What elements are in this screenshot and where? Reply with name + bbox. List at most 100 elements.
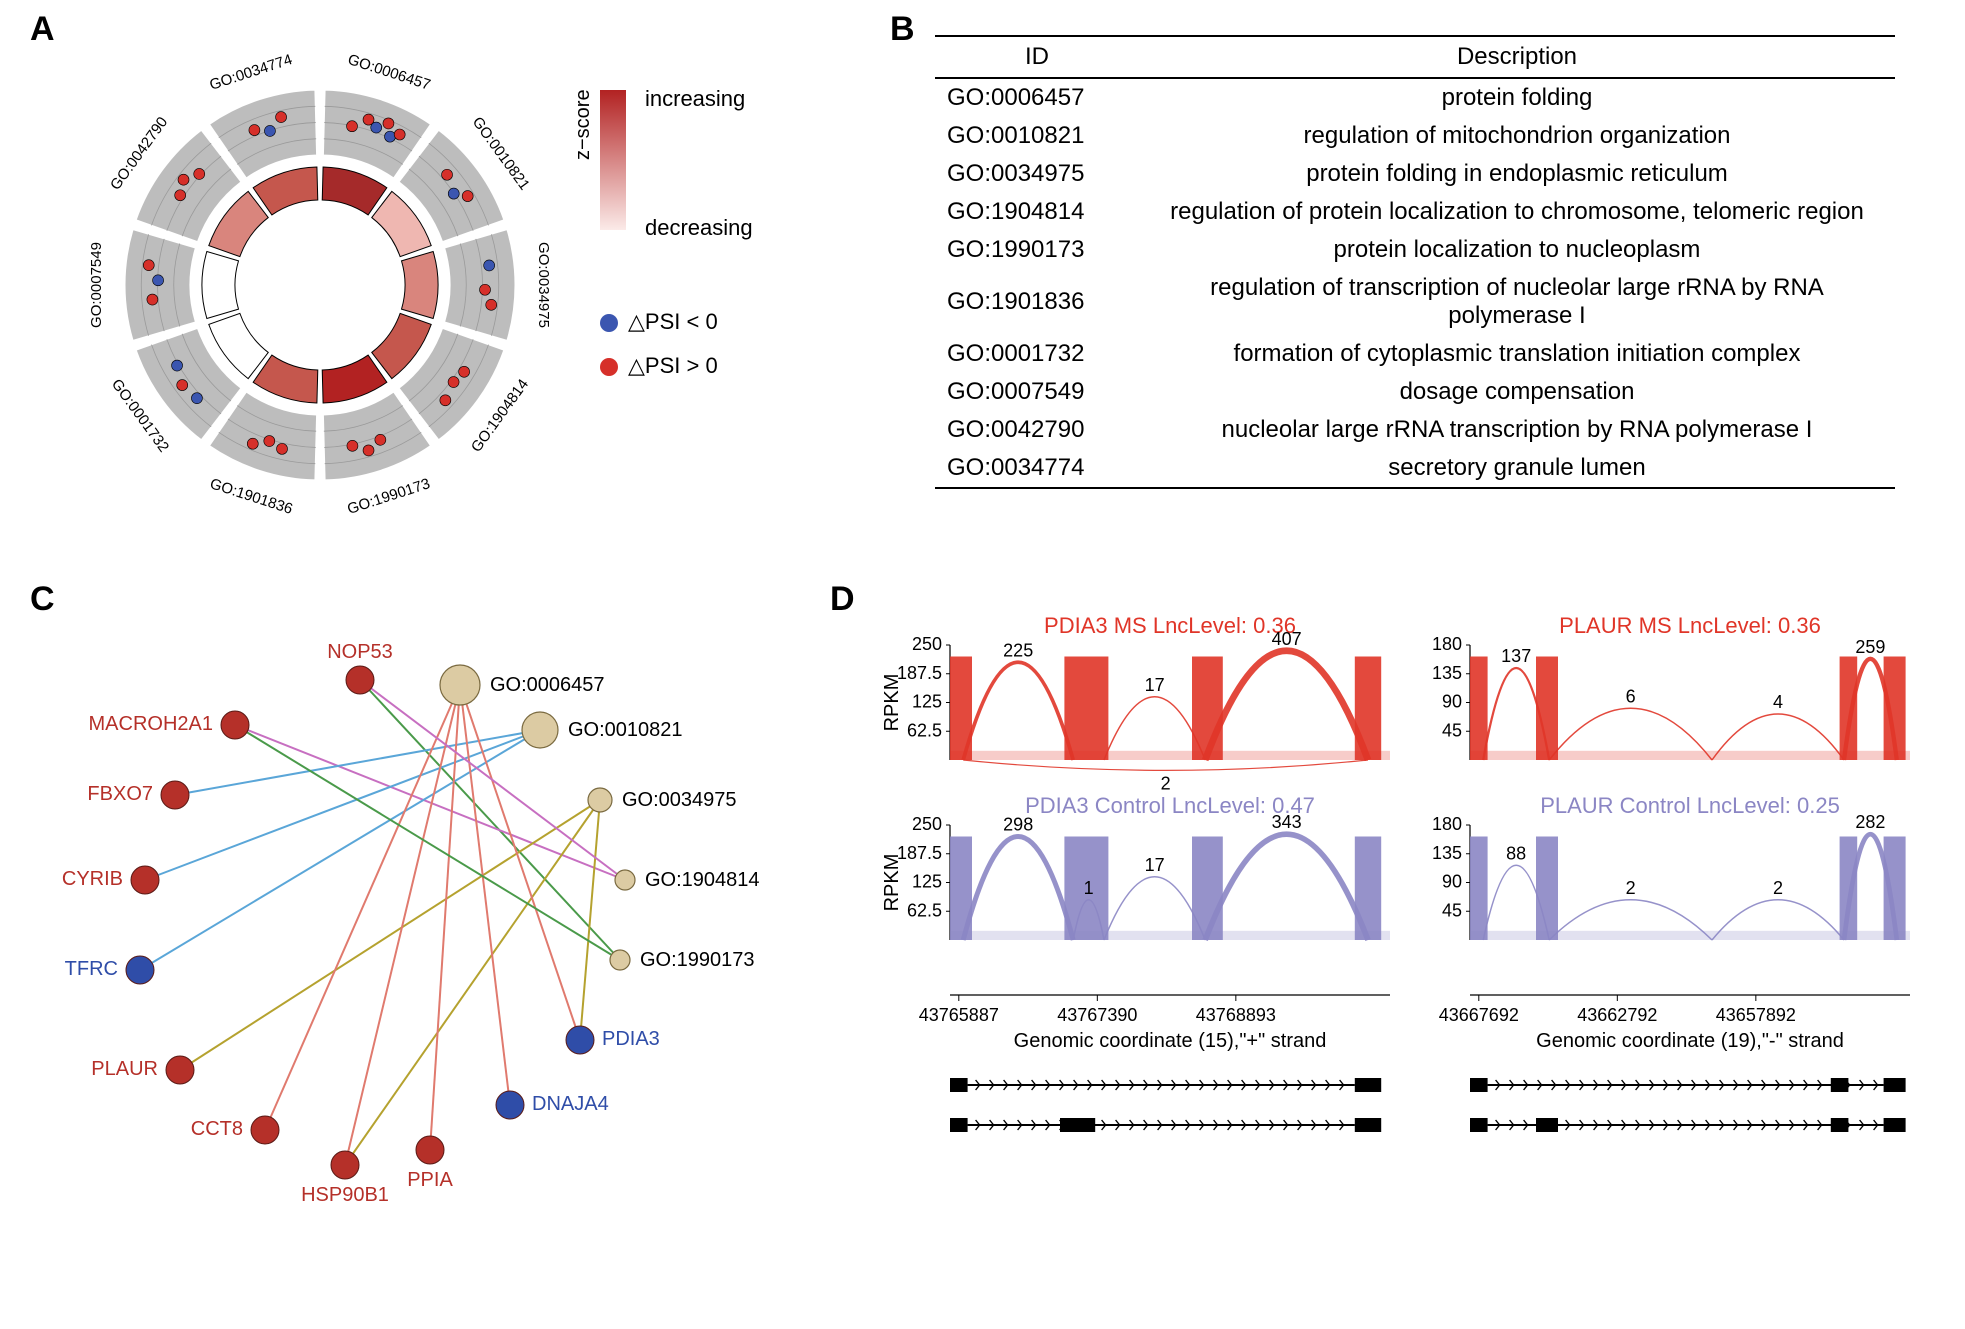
svg-text:GO:0006457: GO:0006457 bbox=[346, 51, 433, 94]
table-row: GO:0034975protein folding in endoplasmic… bbox=[935, 155, 1895, 193]
svg-text:135: 135 bbox=[1432, 843, 1462, 863]
svg-text:180: 180 bbox=[1432, 634, 1462, 654]
panel-label-d: D bbox=[830, 580, 855, 619]
cell-id: GO:0007549 bbox=[935, 373, 1139, 411]
table-row: GO:0006457protein folding bbox=[935, 78, 1895, 117]
svg-text:43667692: 43667692 bbox=[1439, 1005, 1519, 1025]
psi-neg-row: △PSI < 0 bbox=[600, 300, 718, 344]
svg-text:2: 2 bbox=[1161, 774, 1171, 794]
svg-text:GO:0034774: GO:0034774 bbox=[207, 51, 294, 94]
cell-desc: secretory granule lumen bbox=[1139, 449, 1895, 488]
svg-text:180: 180 bbox=[1432, 814, 1462, 834]
figure-root: A B C D GO:0006457GO:0010821GO:0034975GO… bbox=[0, 0, 1965, 1329]
svg-text:GO:0010821: GO:0010821 bbox=[568, 719, 683, 741]
svg-text:135: 135 bbox=[1432, 663, 1462, 683]
cell-id: GO:1901836 bbox=[935, 269, 1139, 335]
svg-text:PDIA3 MS LncLevel: 0.36: PDIA3 MS LncLevel: 0.36 bbox=[1044, 613, 1296, 638]
svg-text:GO:1901836: GO:1901836 bbox=[208, 475, 295, 518]
svg-text:TFRC: TFRC bbox=[65, 958, 118, 980]
panel-b-go-table: ID Description GO:0006457protein folding… bbox=[935, 35, 1895, 489]
svg-text:225: 225 bbox=[1003, 640, 1033, 660]
svg-text:MACROH2A1: MACROH2A1 bbox=[89, 713, 213, 735]
cell-id: GO:0001732 bbox=[935, 335, 1139, 373]
table-row: GO:0001732formation of cytoplasmic trans… bbox=[935, 335, 1895, 373]
table-row: GO:0042790nucleolar large rRNA transcrip… bbox=[935, 411, 1895, 449]
panel-a-circular-plot: GO:0006457GO:0010821GO:0034975GO:1904814… bbox=[60, 20, 580, 540]
svg-text:2: 2 bbox=[1773, 878, 1783, 898]
table-header-row: ID Description bbox=[935, 36, 1895, 78]
svg-text:RPKM: RPKM bbox=[881, 854, 903, 912]
svg-text:GO:1990173: GO:1990173 bbox=[640, 949, 755, 971]
svg-text:CYRIB: CYRIB bbox=[62, 868, 123, 890]
cell-desc: protein folding in endoplasmic reticulum bbox=[1139, 155, 1895, 193]
svg-text:282: 282 bbox=[1855, 812, 1885, 832]
svg-text:298: 298 bbox=[1003, 815, 1033, 835]
svg-text:RPKM: RPKM bbox=[881, 674, 903, 732]
svg-text:43662792: 43662792 bbox=[1577, 1005, 1657, 1025]
svg-text:43765887: 43765887 bbox=[919, 1005, 999, 1025]
svg-text:GO:1904814: GO:1904814 bbox=[645, 869, 760, 891]
svg-text:DNAJA4: DNAJA4 bbox=[532, 1093, 609, 1115]
svg-text:4: 4 bbox=[1773, 692, 1783, 712]
cell-id: GO:1904814 bbox=[935, 193, 1139, 231]
panel-c-network: GO:0006457 GO:0010821 GO:0034975 GO:1904814… bbox=[60, 610, 780, 1250]
svg-text:62.5: 62.5 bbox=[907, 900, 942, 920]
psi-pos-dot bbox=[600, 358, 618, 376]
header-id: ID bbox=[935, 36, 1139, 78]
table-row: GO:0007549dosage compensation bbox=[935, 373, 1895, 411]
svg-text:343: 343 bbox=[1272, 812, 1302, 832]
svg-text:43767390: 43767390 bbox=[1057, 1005, 1137, 1025]
svg-text:250: 250 bbox=[912, 634, 942, 654]
zscore-axis-label: z−score bbox=[572, 89, 595, 160]
svg-text:1: 1 bbox=[1084, 878, 1094, 898]
psi-neg-label: △PSI < 0 bbox=[628, 309, 718, 334]
header-desc: Description bbox=[1139, 36, 1895, 78]
svg-text:90: 90 bbox=[1442, 872, 1462, 892]
svg-text:187.5: 187.5 bbox=[897, 843, 942, 863]
cell-desc: regulation of transcription of nucleolar… bbox=[1139, 269, 1895, 335]
svg-text:PLAUR: PLAUR bbox=[91, 1058, 158, 1080]
svg-text:PPIA: PPIA bbox=[407, 1169, 453, 1191]
table-row: GO:0010821regulation of mitochondrion or… bbox=[935, 117, 1895, 155]
svg-text:GO:0006457: GO:0006457 bbox=[490, 674, 605, 696]
svg-text:250: 250 bbox=[912, 814, 942, 834]
svg-text:43657892: 43657892 bbox=[1716, 1005, 1796, 1025]
panel-label-b: B bbox=[890, 10, 915, 49]
panel-label-c: C bbox=[30, 580, 55, 619]
panel-a-psi-legend: △PSI < 0 △PSI > 0 bbox=[600, 300, 718, 388]
psi-neg-dot bbox=[600, 314, 618, 332]
svg-text:45: 45 bbox=[1442, 900, 1462, 920]
cell-desc: protein localization to nucleoplasm bbox=[1139, 231, 1895, 269]
table-row: GO:1901836regulation of transcription of… bbox=[935, 269, 1895, 335]
svg-text:HSP90B1: HSP90B1 bbox=[301, 1184, 389, 1206]
svg-text:125: 125 bbox=[912, 692, 942, 712]
zscore-decreasing-label: decreasing bbox=[645, 215, 753, 241]
cell-id: GO:0034975 bbox=[935, 155, 1139, 193]
cell-desc: nucleolar large rRNA transcription by RN… bbox=[1139, 411, 1895, 449]
svg-text:17: 17 bbox=[1145, 675, 1165, 695]
svg-text:PDIA3: PDIA3 bbox=[602, 1028, 660, 1050]
svg-text:259: 259 bbox=[1855, 637, 1885, 657]
svg-text:125: 125 bbox=[912, 872, 942, 892]
svg-text:CCT8: CCT8 bbox=[191, 1118, 243, 1140]
cell-id: GO:0034774 bbox=[935, 449, 1139, 488]
svg-text:43768893: 43768893 bbox=[1196, 1005, 1276, 1025]
cell-desc: formation of cytoplasmic translation ini… bbox=[1139, 335, 1895, 373]
svg-text:NOP53: NOP53 bbox=[327, 641, 393, 663]
svg-text:187.5: 187.5 bbox=[897, 663, 942, 683]
svg-text:17: 17 bbox=[1145, 855, 1165, 875]
table-row: GO:1990173protein localization to nucleo… bbox=[935, 231, 1895, 269]
cell-id: GO:0042790 bbox=[935, 411, 1139, 449]
svg-text:PLAUR MS LncLevel: 0.36: PLAUR MS LncLevel: 0.36 bbox=[1559, 613, 1821, 638]
svg-text:Genomic coordinate (19),"-" st: Genomic coordinate (19),"-" strand bbox=[1536, 1030, 1844, 1052]
cell-id: GO:0006457 bbox=[935, 78, 1139, 117]
svg-text:88: 88 bbox=[1506, 843, 1526, 863]
cell-id: GO:1990173 bbox=[935, 231, 1139, 269]
panel-a-zscore-legend: z−score increasing decreasing bbox=[600, 90, 626, 230]
cell-desc: dosage compensation bbox=[1139, 373, 1895, 411]
svg-text:90: 90 bbox=[1442, 692, 1462, 712]
zscore-gradient bbox=[600, 90, 626, 230]
svg-text:GO:0034975: GO:0034975 bbox=[622, 789, 737, 811]
svg-text:GO:0007549: GO:0007549 bbox=[88, 242, 105, 328]
psi-pos-row: △PSI > 0 bbox=[600, 344, 718, 388]
